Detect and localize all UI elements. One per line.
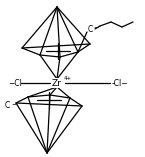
- Text: C: C: [88, 24, 93, 33]
- Text: −Cl: −Cl: [8, 78, 22, 87]
- Text: −: −: [93, 24, 98, 30]
- Text: C: C: [5, 101, 10, 111]
- Text: -Cl−: -Cl−: [112, 78, 129, 87]
- Text: Zr: Zr: [52, 78, 62, 87]
- Text: 4+: 4+: [64, 76, 72, 81]
- Text: −: −: [11, 101, 16, 106]
